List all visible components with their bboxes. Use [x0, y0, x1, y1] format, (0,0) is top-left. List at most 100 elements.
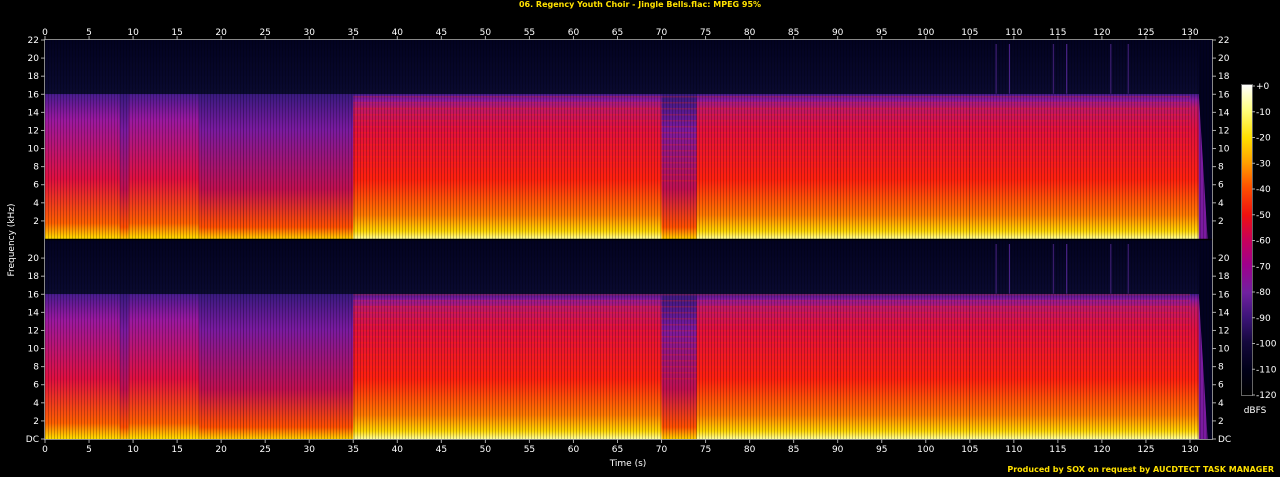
chart-title: 06. Regency Youth Choir - Jingle Bells.f…: [518, 0, 762, 9]
y-tick-left-ch2-20: 20: [28, 254, 40, 264]
x-axis-label: Time (s): [609, 459, 647, 469]
colorbar-tick-4: -40: [1256, 185, 1271, 195]
y-tick-left-ch2-6: 6: [33, 381, 39, 391]
y-tick-left-ch2-8: 8: [33, 363, 39, 373]
x-tick-bottom-20: 20: [215, 445, 227, 455]
y-tick-right-ch2-20: 20: [1218, 254, 1230, 264]
y-tick-left-ch2-12: 12: [28, 326, 39, 336]
x-tick-top-125: 125: [1137, 28, 1154, 38]
y-tick-right-ch2-4: 4: [1218, 399, 1224, 409]
x-tick-bottom-110: 110: [1005, 445, 1022, 455]
x-tick-top-80: 80: [744, 28, 756, 38]
y-tick-left-ch1-16: 16: [28, 90, 40, 100]
x-tick-top-85: 85: [788, 28, 799, 38]
y-tick-right-ch2-DC: DC: [1218, 435, 1231, 445]
y-tick-right-ch1-4: 4: [1218, 199, 1224, 209]
x-tick-top-40: 40: [392, 28, 404, 38]
x-tick-bottom-50: 50: [480, 445, 492, 455]
y-tick-left-ch2-4: 4: [33, 399, 39, 409]
y-tick-left-ch2-16: 16: [28, 290, 40, 300]
x-tick-top-75: 75: [700, 28, 711, 38]
x-tick-top-45: 45: [436, 28, 447, 38]
x-tick-bottom-95: 95: [876, 445, 887, 455]
colorbar-tick-8: -80: [1256, 288, 1271, 298]
x-tick-bottom-130: 130: [1181, 445, 1198, 455]
y-tick-left-ch2-2: 2: [33, 417, 39, 427]
y-tick-right-ch1-6: 6: [1218, 181, 1224, 191]
x-tick-bottom-85: 85: [788, 445, 799, 455]
colorbar-tick-12: -120: [1256, 391, 1277, 401]
y-tick-right-ch2-18: 18: [1218, 272, 1230, 282]
channel-1-panel: [45, 40, 1212, 239]
x-tick-top-115: 115: [1049, 28, 1066, 38]
x-tick-top-20: 20: [215, 28, 227, 38]
y-tick-right-ch2-10: 10: [1218, 345, 1230, 355]
x-tick-top-70: 70: [656, 28, 668, 38]
x-tick-top-0: 0: [42, 28, 48, 38]
x-tick-bottom-105: 105: [961, 445, 978, 455]
y-tick-right-ch2-16: 16: [1218, 290, 1230, 300]
x-tick-top-55: 55: [524, 28, 535, 38]
x-tick-bottom-25: 25: [259, 445, 270, 455]
y-tick-left-ch2-14: 14: [28, 308, 40, 318]
x-tick-bottom-70: 70: [656, 445, 668, 455]
x-tick-top-120: 120: [1093, 28, 1110, 38]
y-tick-right-ch1-20: 20: [1218, 54, 1230, 64]
x-tick-top-60: 60: [568, 28, 580, 38]
y-tick-left-ch1-4: 4: [33, 199, 39, 209]
y-tick-right-ch2-6: 6: [1218, 381, 1224, 391]
x-tick-bottom-5: 5: [86, 445, 92, 455]
y-tick-right-ch1-16: 16: [1218, 90, 1230, 100]
x-tick-bottom-10: 10: [127, 445, 139, 455]
colorbar-tick-2: -20: [1256, 134, 1271, 144]
y-tick-left-ch2-DC: DC: [26, 435, 39, 445]
x-tick-bottom-0: 0: [42, 445, 48, 455]
y-tick-right-ch1-14: 14: [1218, 108, 1230, 118]
x-tick-top-50: 50: [480, 28, 492, 38]
x-tick-bottom-35: 35: [348, 445, 359, 455]
y-tick-right-ch1-18: 18: [1218, 72, 1230, 82]
y-tick-left-ch1-2: 2: [33, 217, 39, 227]
colorbar-tick-9: -90: [1256, 314, 1271, 324]
colorbar-tick-7: -70: [1256, 262, 1271, 272]
x-tick-bottom-80: 80: [744, 445, 756, 455]
colorbar-tick-6: -60: [1256, 237, 1271, 247]
y-tick-right-ch1-12: 12: [1218, 126, 1229, 136]
x-tick-bottom-100: 100: [917, 445, 934, 455]
credit-text: Produced by SOX on request by AUCDTECT T…: [1007, 465, 1274, 474]
y-tick-right-ch2-2: 2: [1218, 417, 1224, 427]
plot-frame: [44, 39, 1213, 440]
y-tick-right-ch1-10: 10: [1218, 145, 1230, 155]
x-tick-bottom-30: 30: [303, 445, 315, 455]
x-tick-top-30: 30: [303, 28, 315, 38]
y-tick-left-ch1-12: 12: [28, 126, 39, 136]
y-tick-left-ch1-20: 20: [28, 54, 40, 64]
x-tick-bottom-120: 120: [1093, 445, 1110, 455]
x-tick-top-130: 130: [1181, 28, 1198, 38]
x-tick-bottom-75: 75: [700, 445, 711, 455]
x-tick-bottom-55: 55: [524, 445, 535, 455]
y-tick-right-ch1-2: 2: [1218, 217, 1224, 227]
x-tick-top-100: 100: [917, 28, 934, 38]
y-tick-left-ch2-18: 18: [28, 272, 40, 282]
y-tick-left-ch1-22: 22: [28, 36, 39, 46]
y-axis-label: Frequency (kHz): [7, 203, 17, 276]
x-tick-top-15: 15: [171, 28, 182, 38]
x-tick-bottom-125: 125: [1137, 445, 1154, 455]
x-tick-top-5: 5: [86, 28, 92, 38]
x-tick-top-35: 35: [348, 28, 359, 38]
colorbar-tick-11: -110: [1256, 365, 1277, 375]
x-tick-top-90: 90: [832, 28, 844, 38]
x-tick-top-110: 110: [1005, 28, 1022, 38]
y-tick-left-ch1-10: 10: [28, 145, 40, 155]
x-tick-bottom-90: 90: [832, 445, 844, 455]
y-tick-left-ch2-10: 10: [28, 345, 40, 355]
colorbar-unit-label: dBFS: [1244, 406, 1267, 416]
x-tick-bottom-65: 65: [612, 445, 623, 455]
x-tick-top-10: 10: [127, 28, 139, 38]
y-tick-right-ch2-12: 12: [1218, 326, 1229, 336]
x-tick-bottom-15: 15: [171, 445, 182, 455]
colorbar-tick-3: -30: [1256, 159, 1271, 169]
colorbar: [1242, 85, 1252, 395]
